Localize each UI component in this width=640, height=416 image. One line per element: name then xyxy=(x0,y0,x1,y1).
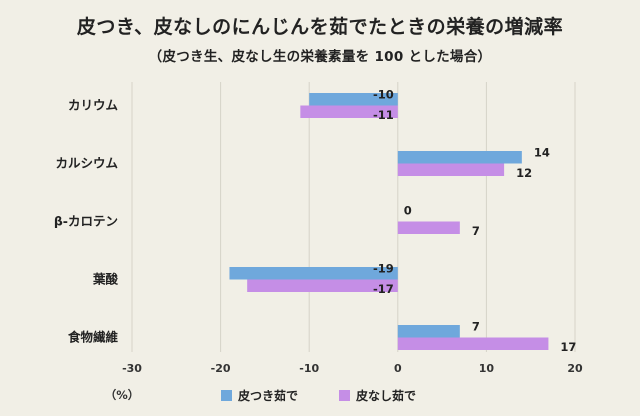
legend-label: 皮なし茹で xyxy=(355,388,416,403)
bar xyxy=(300,105,398,118)
data-label: 17 xyxy=(560,340,576,354)
data-label: 14 xyxy=(534,145,550,159)
x-tick-label: 0 xyxy=(394,362,402,375)
data-label: -17 xyxy=(373,282,394,296)
bar xyxy=(247,279,398,292)
category-label: カリウム xyxy=(68,98,119,113)
x-tick-label: 20 xyxy=(567,362,583,375)
data-label: -11 xyxy=(373,108,394,122)
data-label: 7 xyxy=(472,224,480,238)
category-label: カルシウム xyxy=(55,156,118,171)
x-tick-label: -30 xyxy=(122,362,142,375)
bar xyxy=(397,151,522,164)
chart-title: 皮つき、皮なしのにんじんを茹でたときの栄養の増減率 xyxy=(76,16,564,38)
data-label: 0 xyxy=(404,203,412,217)
data-label: -10 xyxy=(373,87,394,101)
bar xyxy=(397,325,460,338)
legend-swatch xyxy=(221,390,232,401)
bar xyxy=(397,163,505,176)
chart-subtitle: （皮つき生、皮なし生の栄養素量を 100 とした場合） xyxy=(148,49,492,65)
legend-label: 皮つき茹で xyxy=(237,388,298,403)
bar xyxy=(397,221,460,234)
data-label: 12 xyxy=(516,166,532,180)
bar xyxy=(309,93,398,106)
category-label: 食物繊維 xyxy=(67,330,119,345)
bar xyxy=(229,267,398,280)
category-label: 葉酸 xyxy=(92,272,119,287)
category-label: β-カロテン xyxy=(54,214,118,229)
x-tick-label: -10 xyxy=(299,362,319,375)
x-unit-label: （%） xyxy=(105,388,140,402)
data-label: 7 xyxy=(472,319,480,333)
data-label: -19 xyxy=(373,261,394,275)
legend-swatch xyxy=(339,390,350,401)
x-tick-label: 10 xyxy=(479,362,495,375)
bar xyxy=(397,337,549,350)
x-tick-label: -20 xyxy=(211,362,231,375)
